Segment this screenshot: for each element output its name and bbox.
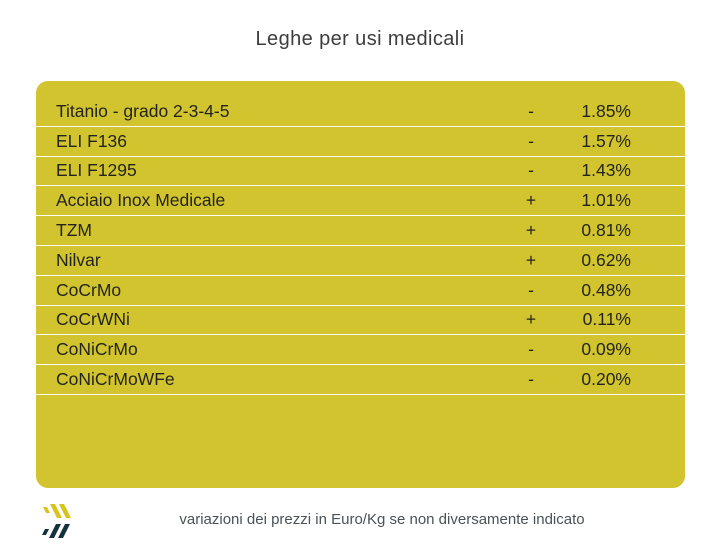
table-row: CoNiCrMo - 0.09%	[36, 335, 685, 366]
alloy-name: Nilvar	[56, 249, 101, 270]
alloy-name: ELI F1295	[56, 160, 137, 181]
change-value: 1.85%	[581, 100, 631, 121]
table-row: ELI F136 - 1.57%	[36, 127, 685, 157]
table-row: ELI F1295 - 1.43%	[36, 157, 685, 187]
alloy-name: CoCrWNi	[56, 309, 130, 330]
alloy-name: TZM	[56, 220, 92, 241]
table-row: CoNiCrMoWFe - 0.20%	[36, 365, 685, 395]
price-rows: Titanio - grado 2-3-4-5 - 1.85% ELI F136 - 1.…	[36, 97, 685, 395]
change-value: 1.43%	[581, 160, 631, 181]
alloy-name: CoNiCrMo	[56, 339, 138, 360]
table-row: Acciaio Inox Medicale +1.01%	[36, 186, 685, 217]
change-value: 1.01%	[581, 190, 631, 211]
alloy-name: Acciaio Inox Medicale	[56, 190, 226, 211]
change-sign: -	[528, 339, 534, 360]
change-sign: +	[525, 309, 537, 330]
change-value: 1.57%	[581, 130, 631, 151]
change-sign: -	[528, 130, 534, 151]
alloy-name: Titanio - grado 2-3-4-5	[56, 100, 230, 121]
change-value: 0.09%	[581, 339, 631, 360]
change-value: 0.48%	[581, 279, 631, 300]
table-row: CoCrWNi +0.11%	[36, 306, 685, 336]
table-row: Nilvar +0.62%	[36, 246, 685, 276]
change-sign: -	[528, 160, 534, 181]
change-sign: -	[528, 369, 534, 390]
table-row: Titanio - grado 2-3-4-5 - 1.85%	[36, 97, 685, 127]
change-value: 0.81%	[581, 220, 631, 241]
change-value: 0.20%	[581, 369, 631, 390]
change-sign: -	[528, 100, 534, 121]
alloy-name: ELI F136	[56, 130, 128, 151]
change-sign: +	[525, 220, 537, 241]
change-sign: +	[525, 190, 537, 211]
change-value: 0.62%	[581, 249, 631, 270]
table-row: CoCrMo - 0.48%	[36, 276, 685, 306]
brand-chevrons-logo-icon	[37, 502, 77, 540]
price-board: Titanio - grado 2-3-4-5 - 1.85% ELI F136 - 1.…	[36, 81, 685, 488]
alloy-name: CoCrMo	[56, 279, 122, 300]
footer-note: variazioni dei prezzi in Euro/Kg se non …	[179, 511, 585, 528]
change-sign: -	[528, 279, 534, 300]
table-row: TZM +0.81%	[36, 216, 685, 246]
page-title: Leghe per usi medicali	[255, 28, 465, 50]
change-sign: +	[525, 249, 537, 270]
change-value: 0.11%	[582, 309, 631, 330]
alloy-name: CoNiCrMoWFe	[56, 369, 175, 390]
